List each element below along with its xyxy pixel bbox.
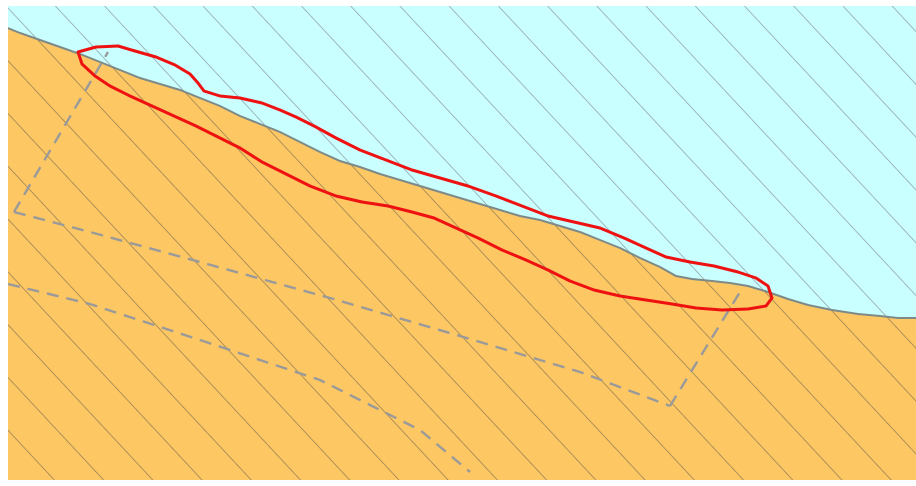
- boundary-line-left: [12, 51, 110, 213]
- boundary-line-lower: [8, 282, 471, 473]
- highlight-outline[interactable]: [76, 44, 774, 312]
- shoreline: [8, 27, 916, 319]
- land-area[interactable]: [0, 25, 916, 486]
- boundary-line-upper: [13, 210, 671, 408]
- water-area[interactable]: [0, 0, 916, 318]
